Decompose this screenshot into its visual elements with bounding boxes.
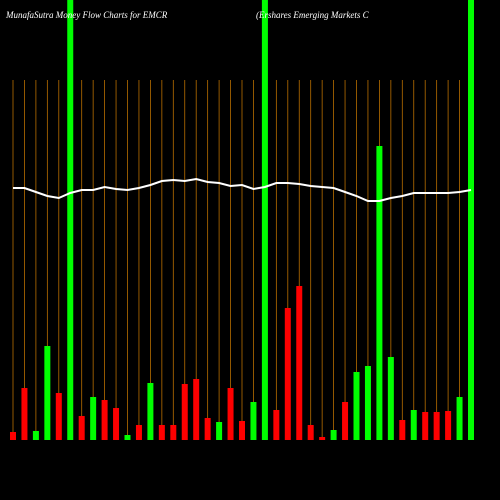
bar	[307, 425, 314, 440]
bar	[158, 425, 165, 440]
bar	[227, 388, 234, 440]
bar	[193, 379, 200, 440]
bar	[353, 372, 360, 440]
bar	[181, 384, 188, 440]
bar	[10, 432, 16, 440]
money-flow-line	[13, 177, 472, 202]
bar	[67, 0, 74, 440]
bar	[90, 397, 97, 440]
bar	[216, 422, 223, 440]
bar	[319, 437, 326, 440]
bar	[284, 308, 291, 440]
bar	[273, 410, 280, 440]
bar	[44, 346, 51, 440]
bar	[21, 388, 28, 440]
grid	[12, 80, 472, 440]
bar	[296, 286, 303, 440]
marks	[10, 0, 474, 440]
bar	[204, 418, 211, 440]
bar	[101, 400, 108, 440]
bar	[170, 425, 177, 440]
bar	[399, 420, 406, 440]
bar	[124, 435, 131, 440]
bar	[32, 431, 39, 440]
bar	[250, 402, 257, 440]
bar	[364, 366, 371, 440]
bar	[422, 412, 429, 440]
bar	[135, 425, 142, 440]
bar	[55, 393, 62, 440]
bar	[239, 421, 245, 440]
bar	[147, 383, 154, 440]
bar	[330, 430, 337, 440]
bar	[113, 408, 120, 440]
bar	[456, 397, 463, 440]
bar	[445, 411, 452, 440]
bar	[261, 0, 268, 440]
chart-title: MunafaSutra Money Flow Charts for EMCR	[5, 10, 168, 20]
bar	[410, 410, 417, 440]
bar	[468, 0, 474, 440]
chart-subtitle: (Ershares Emerging Markets C	[256, 10, 370, 20]
bar	[376, 146, 383, 440]
bar	[433, 412, 440, 440]
bar	[342, 402, 349, 440]
bar	[78, 416, 85, 440]
bar	[387, 357, 394, 440]
